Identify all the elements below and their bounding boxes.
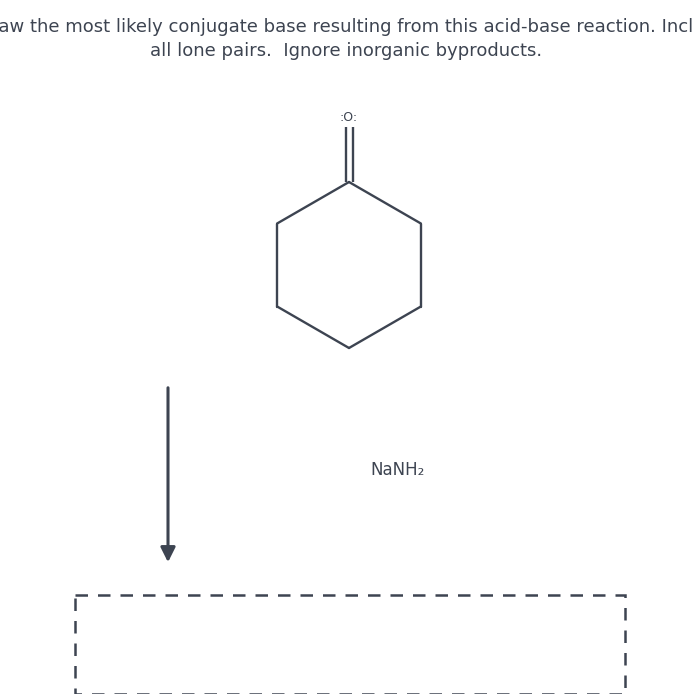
Bar (75, 595, 625, 694)
Text: Draw the most likely conjugate base resulting from this acid-base reaction. Incl: Draw the most likely conjugate base resu… (0, 18, 693, 36)
Text: :O:: :O: (340, 111, 358, 124)
Text: all lone pairs.  Ignore inorganic byproducts.: all lone pairs. Ignore inorganic byprodu… (150, 42, 543, 60)
Text: NaNH₂: NaNH₂ (370, 461, 424, 479)
